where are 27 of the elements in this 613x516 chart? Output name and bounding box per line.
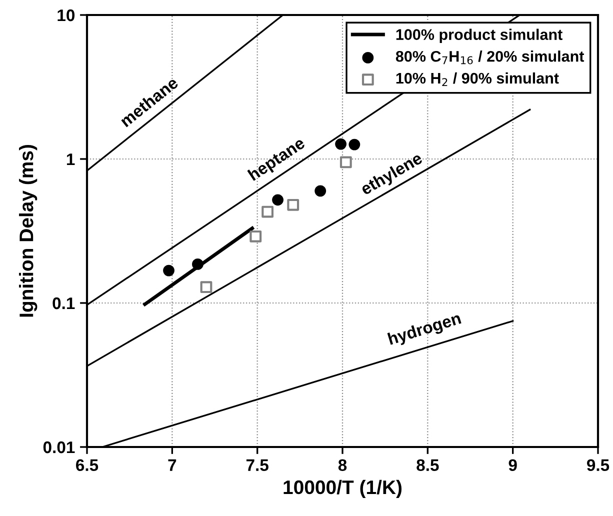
x-tick-label: 9 — [508, 459, 517, 472]
point — [287, 198, 300, 211]
y-tick-label: 0.01 — [43, 441, 75, 454]
point — [262, 206, 274, 218]
point — [340, 156, 352, 168]
x-tick-label: 7.5 — [246, 459, 268, 472]
y-tick-label: 1 — [66, 154, 75, 166]
x-tick-label: 9.5 — [586, 459, 610, 472]
x-tick-label: 8 — [338, 459, 347, 472]
point — [163, 264, 174, 276]
point — [250, 230, 262, 242]
x-tick-label: 8.5 — [416, 459, 439, 472]
legend-label: 80% C$_{7}$H$_{16}$ / 20% simulant — [396, 50, 584, 64]
point — [272, 194, 284, 206]
y-tick-label: 0.1 — [52, 297, 75, 310]
y-tick-label: 10 — [58, 9, 75, 22]
legend-label: 100% product simulant — [396, 28, 562, 43]
x-tick-label: 6.5 — [76, 459, 98, 472]
y-axis-title: Ignition Delay (ms) — [18, 144, 38, 317]
point — [192, 258, 204, 270]
point — [335, 138, 346, 150]
legend-label: 10% H$_{2}$ / 90% simulant — [396, 72, 559, 86]
point — [314, 185, 326, 197]
x-tick-label: 7 — [168, 459, 176, 471]
point — [348, 138, 360, 150]
point — [200, 281, 212, 294]
x-axis-title: 10000/T (1/K) — [284, 480, 402, 498]
